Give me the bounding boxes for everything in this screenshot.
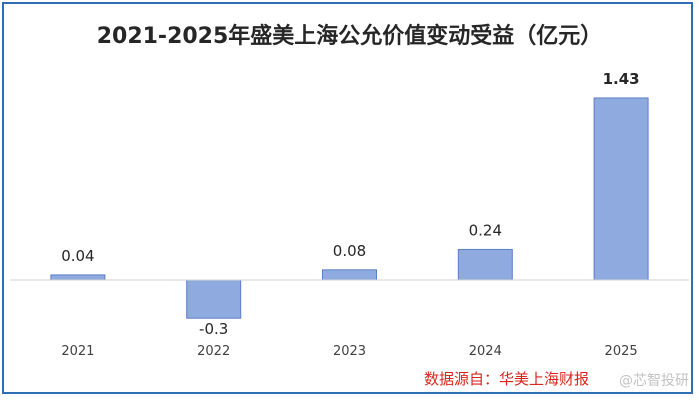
bar-2023 [322,269,377,281]
x-tick-2025: 2025 [605,344,638,359]
source-note: 数据源自：华美上海财报 [423,370,589,388]
chart-frame [2,2,693,394]
bar-2022 [186,279,242,319]
watermark: @芯智投研 [619,373,689,389]
chart-title: 2021-2025年盛美上海公允价值变动受益（亿元） [96,24,603,49]
data-label-2024: 0.24 [469,221,502,239]
data-label-2023: 0.08 [333,242,366,260]
bars-group [50,97,649,319]
bar-2021 [50,274,106,281]
labels-group: 0.04 -0.3 0.08 0.24 1.43 [61,70,639,338]
data-label-2025: 1.43 [603,70,640,88]
data-label-2022: -0.3 [199,320,228,338]
x-tick-2024: 2024 [469,344,502,359]
data-label-2021: 0.04 [61,247,94,265]
ticks-group: 2021 2022 2023 2024 2025 [61,344,637,359]
bar-2024 [457,248,513,281]
x-tick-2022: 2022 [197,344,230,359]
x-tick-2023: 2023 [333,344,366,359]
bar-2025 [593,97,649,281]
x-tick-2021: 2021 [61,344,94,359]
